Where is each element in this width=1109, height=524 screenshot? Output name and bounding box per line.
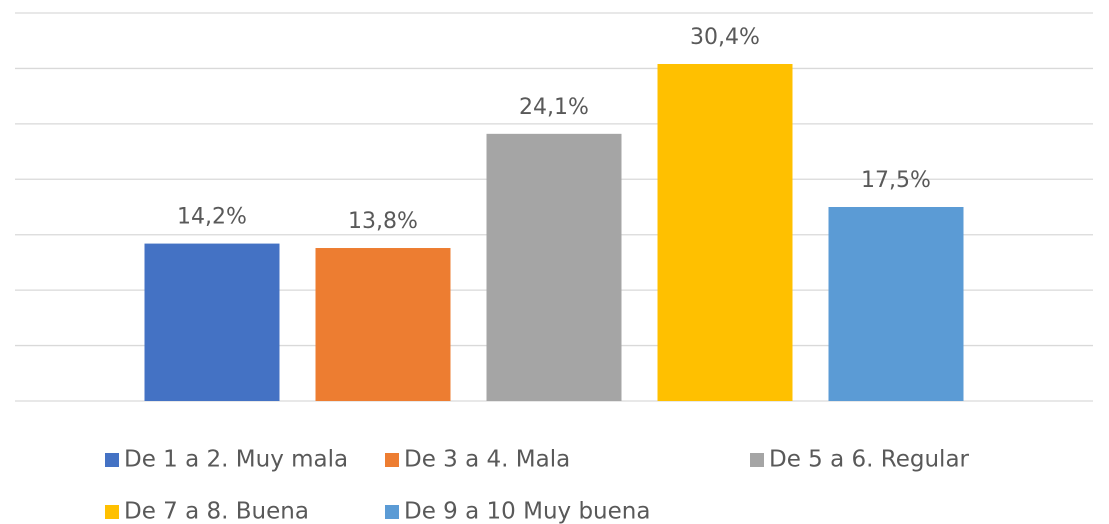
legend-swatch (750, 453, 764, 467)
bar (486, 133, 622, 401)
data-label: 24,1% (519, 95, 589, 120)
data-label: 17,5% (861, 168, 931, 193)
data-label: 13,8% (348, 209, 418, 234)
legend-label: De 3 a 4. Mala (404, 447, 570, 473)
legend-swatch (385, 453, 399, 467)
legend-label: De 1 a 2. Muy mala (124, 447, 348, 473)
bar (144, 243, 280, 401)
data-label: 30,4% (690, 25, 760, 50)
bar (828, 207, 964, 401)
legend-label: De 7 a 8. Buena (124, 499, 309, 524)
legend-label: De 9 a 10 Muy buena (404, 499, 650, 524)
bar (315, 248, 451, 401)
legend-swatch (105, 453, 119, 467)
bar (657, 63, 793, 401)
data-label: 14,2% (177, 205, 247, 230)
legend-label: De 5 a 6. Regular (769, 447, 970, 473)
legend-swatch (105, 505, 119, 519)
legend-swatch (385, 505, 399, 519)
